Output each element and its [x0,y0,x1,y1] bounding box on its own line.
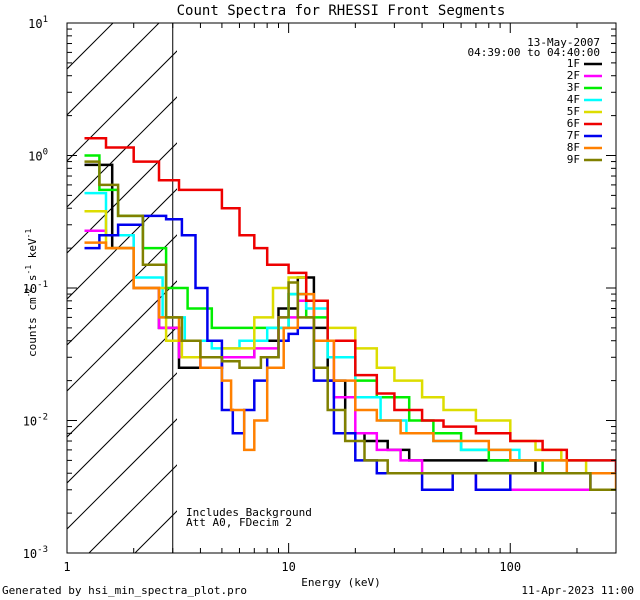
y-axis-label-counts: counts cm [26,297,39,357]
hatch-line [67,23,160,116]
y-tick-label: 100 [28,148,48,164]
annotation-attenuator: Att A0, FDecim 2 [186,516,292,529]
hatch-line [67,372,177,484]
footer-timestamp: 11-Apr-2023 11:00 [521,584,634,597]
legend-label-1f: 1F [567,57,580,70]
series-line-9f [84,160,616,492]
y-axis-label-exp3: -1 [24,229,33,239]
hatch-line [67,280,177,392]
legend-label-6f: 6F [567,117,580,130]
hatch-line [67,234,177,346]
hatch-line [67,96,177,208]
series-group [84,136,616,492]
y-tick-label: 101 [28,15,48,31]
annotation-background: Includes Background [186,506,312,519]
hatch-line [67,188,177,300]
y-axis-label-exp1: -2 [24,288,33,298]
x-axis-label: Energy (keV) [301,576,380,589]
footer-generator: Generated by hsi_min_spectra_plot.pro [2,584,248,597]
series-line-8f [84,241,616,492]
legend-label-8f: 8F [567,141,580,154]
y-axis-label: counts cm-2 s-1 keV-1 [24,229,39,357]
y-tick-label: 10-2 [23,413,48,429]
x-tick-label: 10 [281,560,295,574]
legend-label-5f: 5F [567,105,580,118]
legend-label-2f: 2F [567,69,580,82]
hatch-line [67,418,177,530]
x-tick-label: 1 [63,560,70,574]
y-axis-label-s: s [26,275,39,288]
legend-label-4f: 4F [567,93,580,106]
axis-ticks [66,22,617,554]
hatch-line [67,50,177,162]
legend-label-9f: 9F [567,153,580,166]
chart-title: Count Spectra for RHESSI Front Segments [177,3,506,19]
legend-label-3f: 3F [567,81,580,94]
legend-label-7f: 7F [567,129,580,142]
y-axis-label-exp2: -1 [24,265,33,275]
series-line-6f [84,136,616,475]
annotation-date: 13-May-2007 [527,36,600,49]
series-line-3f [84,154,616,475]
hatch-line [67,23,114,70]
y-axis-label-kev: keV [26,238,39,265]
x-tick-label: 100 [499,560,521,574]
annotation-time-range: 04:39:00 to 04:40:00 [468,46,600,59]
y-tick-label: 10-1 [23,280,48,296]
y-tick-label: 10-3 [23,545,48,561]
series-line-1f [84,163,616,475]
